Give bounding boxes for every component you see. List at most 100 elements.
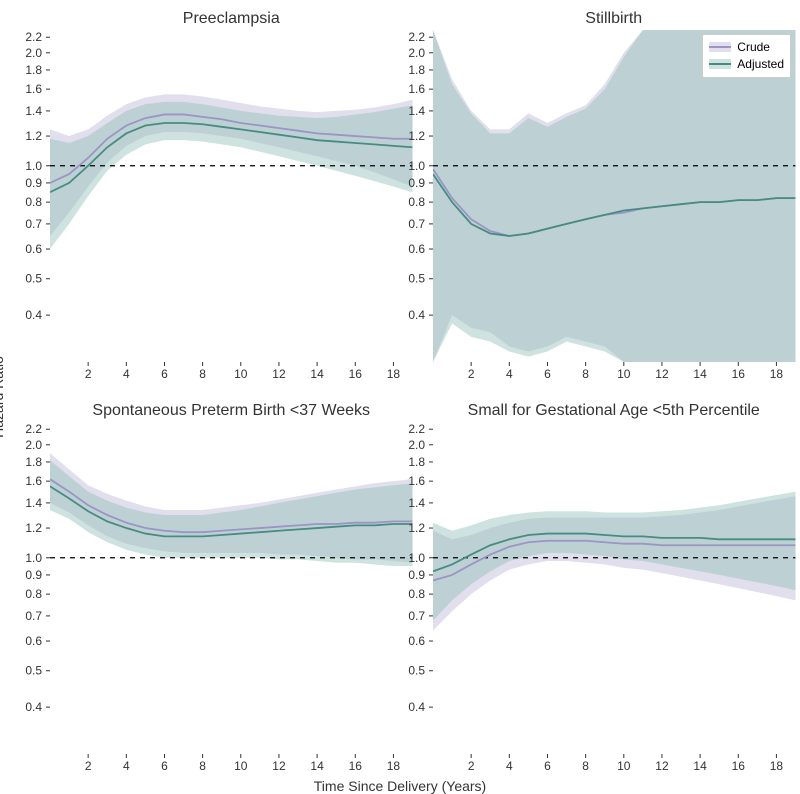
x-tick-label: 10 <box>234 367 248 381</box>
x-tick-label: 10 <box>234 759 248 773</box>
y-tick-label: 0.5 <box>408 664 425 678</box>
x-tick-label: 16 <box>349 367 363 381</box>
x-tick-label: 18 <box>769 367 783 381</box>
y-tick-label: 0.7 <box>408 217 425 231</box>
y-tick-label: 1.0 <box>25 551 42 565</box>
y-tick-label: 1.4 <box>408 496 425 510</box>
y-tick-label: 0.9 <box>25 176 42 190</box>
chart-panel: Stillbirth246810121416180.40.50.60.70.80… <box>433 30 796 362</box>
y-tick-label: 1.8 <box>408 455 425 469</box>
y-tick-label: 0.5 <box>408 272 425 286</box>
y-tick-label: 0.8 <box>408 195 425 209</box>
y-tick-label: 1.4 <box>408 104 425 118</box>
x-tick-label: 2 <box>467 759 474 773</box>
x-tick-label: 14 <box>310 759 324 773</box>
y-tick-label: 0.6 <box>408 242 425 256</box>
legend-entry: Crude <box>709 39 784 56</box>
y-tick-label: 1.0 <box>408 551 425 565</box>
y-tick-label: 1.8 <box>25 455 42 469</box>
y-tick-label: 0.6 <box>25 242 42 256</box>
x-tick-label: 12 <box>655 367 669 381</box>
x-axis-label: Time Since Delivery (Years) <box>314 778 486 794</box>
y-tick-label: 0.7 <box>408 609 425 623</box>
x-tick-label: 4 <box>505 759 512 773</box>
y-tick-label: 0.5 <box>25 272 42 286</box>
x-tick-label: 18 <box>387 367 401 381</box>
y-tick-label: 1.4 <box>25 496 42 510</box>
legend-swatch-icon <box>709 42 731 52</box>
y-tick-label: 0.6 <box>25 634 42 648</box>
y-tick-label: 0.7 <box>25 217 42 231</box>
y-tick-label: 1.4 <box>25 104 42 118</box>
y-tick-label: 1.8 <box>25 63 42 77</box>
x-tick-label: 12 <box>272 759 286 773</box>
chart-panel: Small for Gestational Age <5th Percentil… <box>433 422 796 754</box>
y-tick-label: 1.6 <box>25 474 42 488</box>
y-tick-label: 1.2 <box>25 521 42 535</box>
y-tick-label: 2.0 <box>25 438 42 452</box>
x-tick-label: 16 <box>731 759 745 773</box>
x-tick-label: 14 <box>310 367 324 381</box>
y-tick-label: 0.4 <box>25 308 42 322</box>
y-tick-label: 2.2 <box>25 422 42 436</box>
y-tick-label: 0.9 <box>408 568 425 582</box>
y-tick-label: 1.2 <box>408 129 425 143</box>
y-tick-label: 2.0 <box>408 46 425 60</box>
x-tick-label: 8 <box>199 759 206 773</box>
panel-title: Preeclampsia <box>50 10 413 28</box>
y-tick-label: 0.6 <box>408 634 425 648</box>
x-tick-label: 12 <box>272 367 286 381</box>
x-tick-label: 18 <box>769 759 783 773</box>
x-tick-label: 8 <box>582 759 589 773</box>
x-tick-label: 4 <box>123 367 130 381</box>
panel-title: Spontaneous Preterm Birth <37 Weeks <box>50 402 413 420</box>
panel-title: Small for Gestational Age <5th Percentil… <box>433 402 796 420</box>
x-tick-label: 6 <box>544 759 551 773</box>
y-tick-label: 0.8 <box>25 587 42 601</box>
y-tick-label: 2.0 <box>408 438 425 452</box>
panel-title: Stillbirth <box>433 10 796 28</box>
y-tick-label: 0.9 <box>408 176 425 190</box>
y-tick-label: 0.4 <box>408 308 425 322</box>
y-tick-label: 0.4 <box>408 700 425 714</box>
legend: CrudeAdjusted <box>702 34 791 78</box>
x-tick-label: 14 <box>693 759 707 773</box>
y-tick-label: 1.6 <box>25 82 42 96</box>
y-tick-label: 1.6 <box>408 82 425 96</box>
x-tick-label: 2 <box>85 759 92 773</box>
y-axis-label: Hazard Ratio <box>0 356 6 438</box>
x-tick-label: 8 <box>199 367 206 381</box>
x-tick-label: 2 <box>85 367 92 381</box>
legend-entry: Adjusted <box>709 56 784 73</box>
y-tick-label: 1.2 <box>25 129 42 143</box>
x-tick-label: 18 <box>387 759 401 773</box>
x-tick-label: 12 <box>655 759 669 773</box>
x-tick-label: 6 <box>161 367 168 381</box>
y-tick-label: 0.8 <box>408 587 425 601</box>
x-tick-label: 6 <box>161 759 168 773</box>
x-tick-label: 14 <box>693 367 707 381</box>
y-tick-label: 0.8 <box>25 195 42 209</box>
adjusted-confidence-band <box>433 30 796 362</box>
x-tick-label: 16 <box>349 759 363 773</box>
legend-swatch-icon <box>709 59 731 69</box>
y-tick-label: 2.2 <box>25 30 42 44</box>
figure-container: Hazard Ratio Time Since Delivery (Years)… <box>0 0 800 794</box>
y-tick-label: 0.4 <box>25 700 42 714</box>
x-tick-label: 10 <box>617 367 631 381</box>
y-tick-label: 1.8 <box>408 63 425 77</box>
y-tick-label: 0.9 <box>25 568 42 582</box>
x-tick-label: 2 <box>467 367 474 381</box>
y-tick-label: 2.2 <box>408 422 425 436</box>
chart-panel: Preeclampsia246810121416180.40.50.60.70.… <box>50 30 413 362</box>
y-tick-label: 2.0 <box>25 46 42 60</box>
y-tick-label: 0.7 <box>25 609 42 623</box>
y-tick-label: 1.0 <box>408 159 425 173</box>
y-tick-label: 1.0 <box>25 159 42 173</box>
chart-panel: Spontaneous Preterm Birth <37 Weeks24681… <box>50 422 413 754</box>
x-tick-label: 6 <box>544 367 551 381</box>
y-tick-label: 2.2 <box>408 30 425 44</box>
y-tick-label: 1.2 <box>408 521 425 535</box>
x-tick-label: 10 <box>617 759 631 773</box>
legend-label: Crude <box>737 39 770 56</box>
